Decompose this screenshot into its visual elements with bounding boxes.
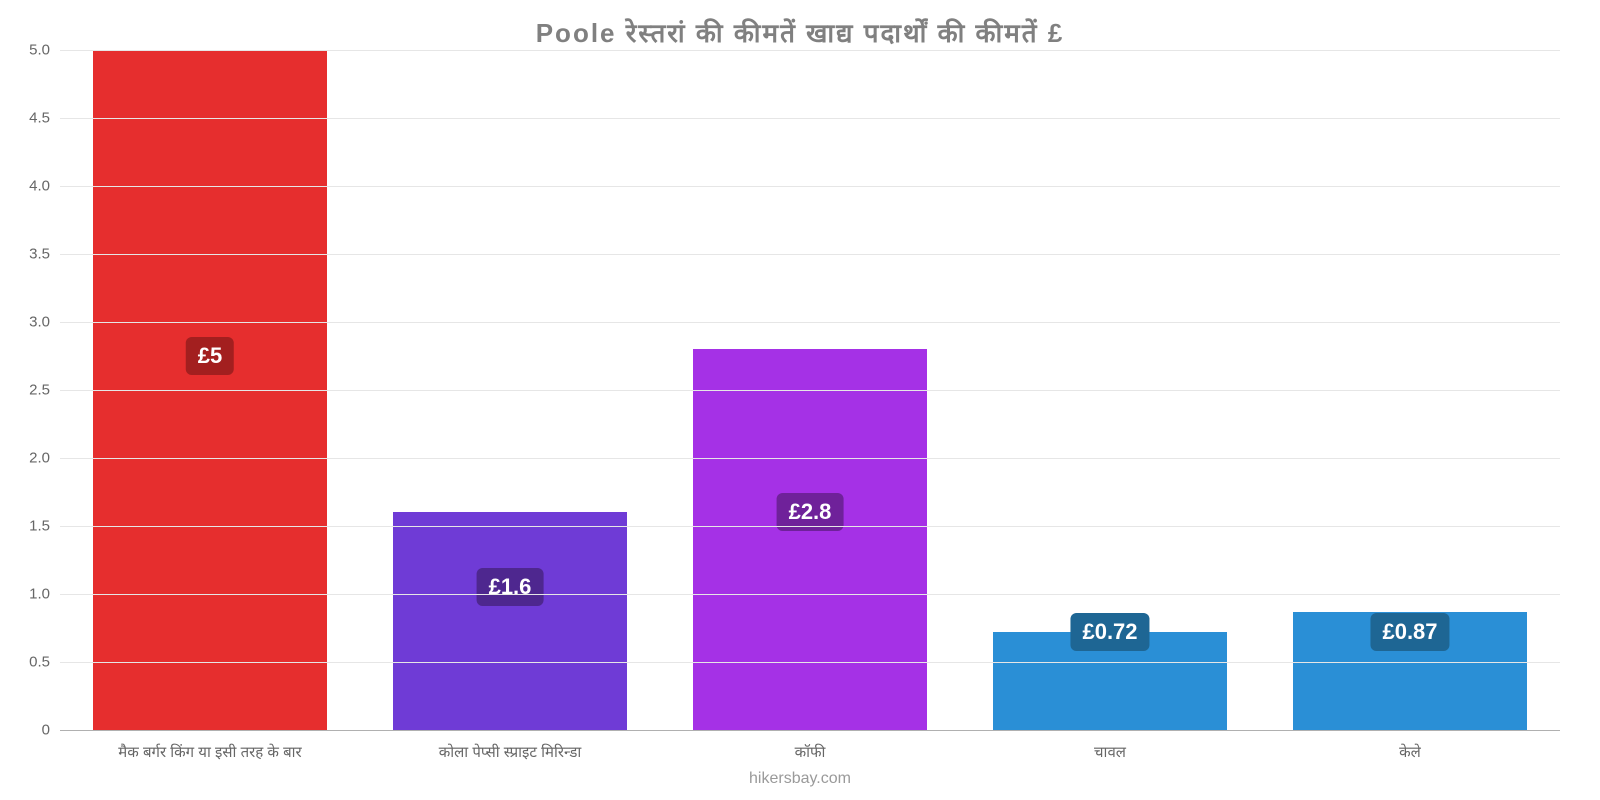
y-tick-label: 4.5: [29, 110, 60, 127]
y-tick-label: 4.0: [29, 178, 60, 195]
x-axis-labels: मैक बर्गर किंग या इसी तरह के बारकोला पेप…: [60, 742, 1560, 762]
value-badge: £0.87: [1370, 613, 1449, 651]
x-tick-label: चावल: [960, 742, 1260, 762]
y-tick-label: 5.0: [29, 42, 60, 59]
grid-line: [60, 322, 1560, 323]
grid-line: [60, 390, 1560, 391]
y-tick-label: 3.5: [29, 246, 60, 263]
y-tick-label: 0.5: [29, 654, 60, 671]
grid-line: [60, 50, 1560, 51]
grid-line: [60, 186, 1560, 187]
y-tick-label: 1.5: [29, 518, 60, 535]
y-tick-label: 1.0: [29, 586, 60, 603]
bar: [693, 349, 927, 730]
y-tick-label: 2.5: [29, 382, 60, 399]
price-bar-chart: Poole रेस्तरां की कीमतें खाद्य पदार्थों …: [0, 0, 1600, 800]
y-tick-label: 3.0: [29, 314, 60, 331]
grid-line: [60, 254, 1560, 255]
bar: [393, 512, 627, 730]
x-tick-label: कोला पेप्सी स्प्राइट मिरिन्डा: [360, 742, 660, 762]
y-tick-label: 0: [42, 722, 60, 739]
grid-line: [60, 594, 1560, 595]
y-tick-label: 2.0: [29, 450, 60, 467]
grid-line: [60, 526, 1560, 527]
x-tick-label: कॉफी: [660, 742, 960, 762]
grid-line: [60, 118, 1560, 119]
value-badge: £1.6: [477, 568, 544, 606]
x-tick-label: मैक बर्गर किंग या इसी तरह के बार: [60, 742, 360, 762]
grid-line: [60, 458, 1560, 459]
x-axis-baseline: [60, 730, 1560, 731]
chart-title: Poole रेस्तरां की कीमतें खाद्य पदार्थों …: [0, 14, 1600, 50]
grid-line: [60, 662, 1560, 663]
x-tick-label: केले: [1260, 742, 1560, 762]
plot-area: £5£1.6£2.8£0.72£0.87 00.51.01.52.02.53.0…: [60, 50, 1560, 730]
value-badge: £5: [186, 337, 234, 375]
attribution-text: hikersbay.com: [0, 770, 1600, 788]
value-badge: £0.72: [1070, 613, 1149, 651]
